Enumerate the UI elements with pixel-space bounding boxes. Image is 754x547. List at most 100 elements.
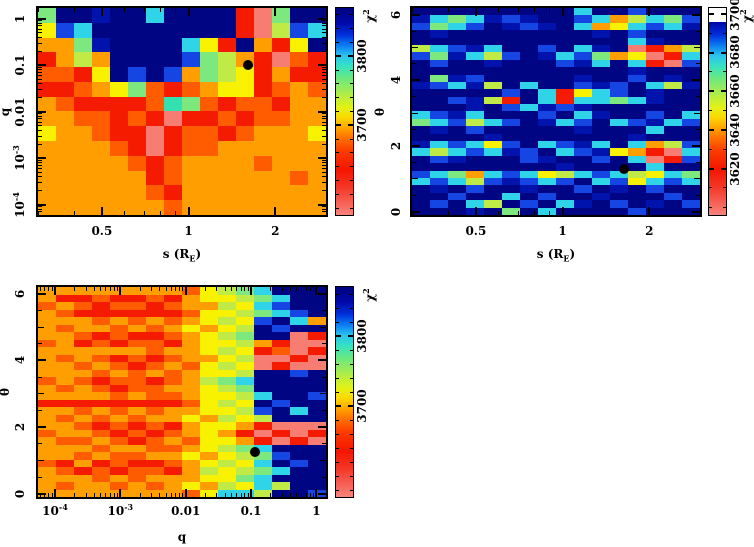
heatmap-cell xyxy=(74,474,92,482)
heatmap-cell xyxy=(182,200,200,215)
heatmap-cell xyxy=(272,467,290,475)
heatmap-cell xyxy=(574,104,592,112)
x-tick xyxy=(165,493,167,497)
heatmap-cell xyxy=(308,429,326,437)
colorbar-tick xyxy=(336,83,339,85)
heatmap-cell xyxy=(56,347,74,355)
y-tick xyxy=(322,135,326,137)
heatmap-cell xyxy=(236,309,254,317)
x-tick xyxy=(313,287,314,291)
heatmap-cell xyxy=(290,377,308,385)
heatmap-cell xyxy=(430,67,448,75)
colorbar-q-theta xyxy=(335,286,354,498)
heatmap-cell xyxy=(128,339,146,347)
heatmap-cell xyxy=(502,74,520,82)
heatmap-cell xyxy=(56,422,74,430)
heatmap-cell xyxy=(182,126,200,142)
heatmap-cell xyxy=(38,459,56,467)
heatmap-cell xyxy=(272,452,290,460)
heatmap-cell xyxy=(182,347,200,355)
plot-area-s-q xyxy=(36,6,328,217)
heatmap-cell xyxy=(308,459,326,467)
heatmap-cell xyxy=(56,414,74,422)
y-tick xyxy=(38,115,42,117)
heatmap-cell xyxy=(56,96,74,112)
heatmap-cell xyxy=(592,141,610,149)
heatmap-cell xyxy=(502,185,520,193)
colorbar-tick xyxy=(350,433,353,435)
heatmap-cell xyxy=(74,37,92,53)
y-tick xyxy=(692,145,700,147)
heatmap-cell xyxy=(200,347,218,355)
heatmap-cell xyxy=(308,414,326,422)
heatmap-cell xyxy=(254,339,272,347)
heatmap-cell xyxy=(556,89,574,97)
colorbar-tick xyxy=(336,166,339,168)
y-tick xyxy=(38,121,42,123)
colorbar-tick xyxy=(350,83,353,85)
heatmap-cell xyxy=(592,8,610,16)
y-tick xyxy=(38,64,46,67)
heatmap-cell xyxy=(128,474,146,482)
heatmap-cell xyxy=(466,59,484,68)
heatmap-cell xyxy=(610,59,628,68)
x-tick xyxy=(187,8,190,16)
heatmap-cell xyxy=(682,155,700,164)
x-tick xyxy=(182,287,184,291)
heatmap-cell xyxy=(502,52,520,60)
heatmap-cell xyxy=(664,67,682,75)
heatmap-cell xyxy=(628,8,646,16)
heatmap-cell xyxy=(556,81,574,90)
heatmap-cell xyxy=(218,354,236,362)
heatmap-cell xyxy=(200,339,218,347)
heatmap-cell xyxy=(290,384,308,392)
heatmap-cell xyxy=(38,309,56,317)
y-tick xyxy=(38,343,42,345)
x-tick xyxy=(447,8,449,12)
heatmap-cell xyxy=(110,339,128,347)
heatmap-cell xyxy=(592,52,610,60)
heatmap-cell xyxy=(430,44,448,53)
heatmap-cell xyxy=(254,8,272,23)
heatmap-cell xyxy=(682,192,700,201)
heatmap-cell xyxy=(610,118,628,127)
heatmap-cell xyxy=(218,155,236,171)
heatmap-cell xyxy=(110,444,128,452)
heatmap-cell xyxy=(92,170,110,186)
heatmap-cell xyxy=(538,155,556,164)
heatmap-cell xyxy=(182,459,200,467)
x-tick xyxy=(274,211,276,215)
y-tick xyxy=(38,32,42,34)
heatmap-cell xyxy=(110,474,128,482)
heatmap-cell xyxy=(218,37,236,53)
heatmap-cell xyxy=(592,163,610,171)
heatmap-cell xyxy=(200,429,218,437)
y-tick xyxy=(322,309,326,311)
heatmap-cell xyxy=(110,309,128,317)
y-tick-label: 0 xyxy=(13,489,27,498)
heatmap-cell xyxy=(664,8,682,16)
x-tick xyxy=(139,493,141,497)
heatmap-cell xyxy=(430,126,448,134)
heatmap-cell xyxy=(628,30,646,38)
heatmap-cell xyxy=(556,67,574,75)
heatmap-cell xyxy=(556,170,574,179)
heatmap-cell xyxy=(218,362,236,370)
heatmap-cell xyxy=(74,22,92,38)
heatmap-cell xyxy=(164,339,182,347)
x-tick xyxy=(244,287,246,291)
y-tick-label: 1 xyxy=(13,14,27,23)
x-tick xyxy=(139,287,141,291)
heatmap-cell xyxy=(412,141,430,149)
heatmap-cell xyxy=(448,111,466,119)
y-tick xyxy=(322,376,326,378)
heatmap-cell xyxy=(646,81,664,90)
y-tick xyxy=(38,208,42,210)
heatmap-cell xyxy=(254,111,272,127)
y-tick xyxy=(38,97,42,99)
heatmap-cell xyxy=(556,148,574,156)
y-tick xyxy=(322,66,326,68)
heatmap-cell xyxy=(38,81,56,97)
colorbar-clip-notch xyxy=(709,8,726,23)
heatmap-cell xyxy=(628,74,646,82)
